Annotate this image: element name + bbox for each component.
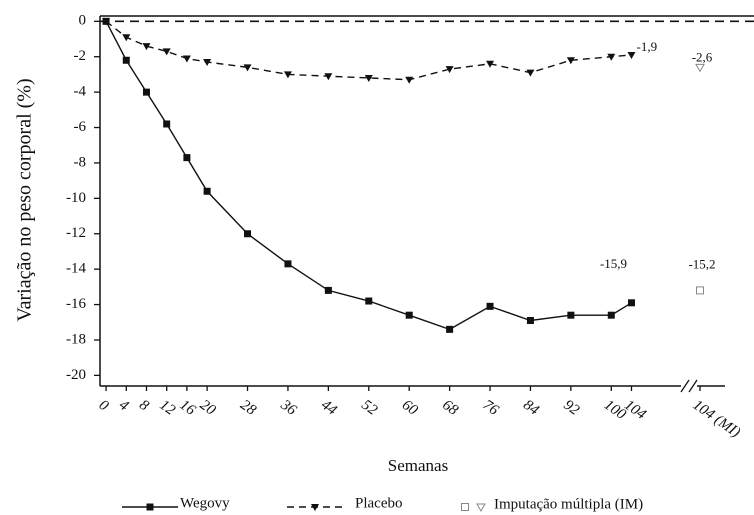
legend-marker <box>476 503 486 513</box>
legend-marker <box>146 503 154 511</box>
y-tick-label: -4 <box>74 84 87 100</box>
x-axis-label: Semanas <box>388 456 448 475</box>
y-tick-label: -12 <box>66 225 86 241</box>
data-point <box>567 311 575 319</box>
x-tick-label: 60 <box>399 397 421 419</box>
data-point <box>102 18 111 26</box>
x-tick-label: 20 <box>197 397 219 419</box>
y-tick-label: -20 <box>66 367 86 383</box>
axis-break <box>680 379 698 393</box>
data-point <box>324 286 332 294</box>
x-tick-label: 44 <box>318 397 340 419</box>
legend-marker <box>461 503 469 511</box>
data-point <box>526 316 534 324</box>
data-point <box>122 56 130 64</box>
mi-point <box>696 286 704 295</box>
series-line <box>105 20 632 81</box>
series-line <box>105 20 632 331</box>
legend-marker <box>311 504 319 511</box>
data-label: -15,9 <box>600 256 627 271</box>
data-point <box>244 230 252 238</box>
y-tick-label: -10 <box>66 190 86 206</box>
x-tick-label: 104 (MI) <box>690 397 743 441</box>
legend-label: Placebo <box>355 495 402 511</box>
x-tick-label: 28 <box>237 397 259 419</box>
y-tick-label: -18 <box>66 331 86 347</box>
data-point <box>405 311 413 319</box>
x-tick-label: 36 <box>277 396 300 419</box>
data-point <box>163 120 171 128</box>
x-tick-label: 0 <box>96 397 112 415</box>
data-point <box>566 57 575 65</box>
y-tick-label: -2 <box>74 48 87 64</box>
y-tick-label: 0 <box>79 13 87 29</box>
data-point <box>142 88 150 96</box>
data-point <box>324 73 333 81</box>
x-tick-label: 76 <box>480 397 502 419</box>
data-point <box>283 71 292 79</box>
data-point <box>364 74 373 82</box>
y-tick-label: -16 <box>66 296 86 312</box>
data-point <box>203 59 212 67</box>
data-point <box>486 60 495 68</box>
data-point <box>243 64 252 72</box>
y-tick-label: -6 <box>74 119 87 135</box>
data-point <box>607 53 616 61</box>
y-tick-label: -8 <box>74 154 87 170</box>
x-tick-label: 68 <box>439 397 461 419</box>
data-label: -1,9 <box>636 39 657 54</box>
data-point <box>365 297 373 305</box>
y-tick-label: -14 <box>66 261 86 277</box>
x-tick-label: 104 <box>621 397 649 423</box>
legend-label: Wegovy <box>180 495 230 511</box>
data-point <box>526 69 535 77</box>
legend-label: Imputação múltipla (IM) <box>494 496 643 512</box>
data-point <box>122 34 131 42</box>
data-label: -15,2 <box>688 256 715 271</box>
data-point <box>486 302 494 310</box>
data-point <box>142 43 151 51</box>
mi-point <box>695 63 705 73</box>
x-tick-label: 12 <box>156 397 178 419</box>
x-tick-label: 52 <box>359 397 381 419</box>
data-point <box>284 260 292 268</box>
data-point <box>162 48 171 56</box>
data-point <box>445 66 454 74</box>
y-axis-label: Variação no peso corporal (%) <box>14 78 36 321</box>
data-point <box>627 299 635 307</box>
data-point <box>183 154 191 162</box>
data-point <box>627 51 636 59</box>
data-point <box>405 76 414 84</box>
x-tick-label: 92 <box>561 397 583 419</box>
x-tick-label: 16 <box>177 397 199 419</box>
x-tick-label: 4 <box>116 397 132 415</box>
x-tick-label: 84 <box>520 397 542 419</box>
data-point <box>203 187 211 195</box>
data-point <box>182 55 191 63</box>
data-label: -2,6 <box>692 49 713 64</box>
data-point <box>607 311 615 319</box>
x-tick-label: 8 <box>136 397 152 415</box>
data-point <box>446 325 454 333</box>
